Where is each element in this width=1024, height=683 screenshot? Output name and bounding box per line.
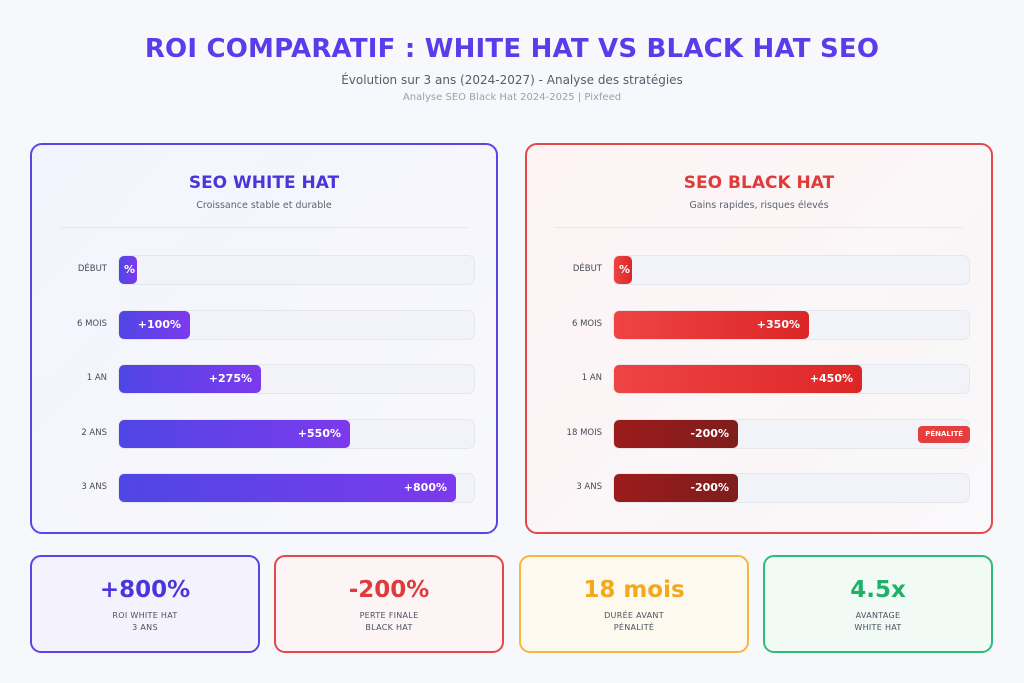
divider <box>60 227 468 228</box>
tick-label: 6 MOIS <box>76 318 107 329</box>
bar-track: -200% PÉNALITÉ <box>613 418 970 449</box>
bar: % <box>119 256 137 284</box>
white-row-1: 6 MOIS +100% <box>32 309 496 340</box>
page-subtitle: Évolution sur 3 ans (2024-2027) - Analys… <box>341 73 683 87</box>
bar: +100% <box>119 310 190 339</box>
stat-card-black-loss: -200% PERTE FINALE BLACK HAT <box>274 555 504 653</box>
stat-value: 18 mois <box>583 577 685 603</box>
black-row-3: 18 MOIS -200% PÉNALITÉ <box>527 418 991 449</box>
bar-track: +800% <box>118 473 475 503</box>
black-row-2: 1 AN +450% <box>527 364 991 394</box>
bar: +350% <box>614 310 809 339</box>
stat-value: -200% <box>348 577 430 603</box>
bar-track: +350% <box>613 309 970 340</box>
black-hat-title: SEO BLACK HAT <box>683 173 835 193</box>
stat-label: ROI WHITE HAT 3 ANS <box>112 611 178 632</box>
stat-label: AVANTAGE WHITE HAT <box>854 611 902 632</box>
black-row-1: 6 MOIS +350% <box>527 309 991 340</box>
stat-card-penalty-delay: 18 mois DURÉE AVANT PÉNALITÉ <box>519 555 749 653</box>
stat-value: 4.5x <box>850 577 906 603</box>
white-hat-subtitle: Croissance stable et durable <box>196 200 332 211</box>
tick-label: 6 MOIS <box>571 318 602 329</box>
tick-label: 3 ANS <box>81 482 107 492</box>
tick-label: 1 AN <box>581 373 602 383</box>
white-row-3: 2 ANS +550% <box>32 418 496 449</box>
black-hat-subtitle: Gains rapides, risques élevés <box>689 200 829 211</box>
black-row-0: DÉBUT% <box>527 255 991 285</box>
tick-label: 2 ANS <box>81 427 107 438</box>
bar: % <box>614 256 632 284</box>
bar-track: +450% <box>613 364 970 394</box>
tick-label: 1 AN <box>86 373 107 383</box>
white-row-4: 3 ANS +800% <box>32 473 496 503</box>
divider <box>555 227 963 228</box>
bar-track: +550% <box>118 418 475 449</box>
bar-track: +275% <box>118 364 475 394</box>
page-header: ROI COMPARATIF : WHITE HAT VS BLACK HAT … <box>0 34 1024 103</box>
tick-label: DÉBUT <box>572 264 602 274</box>
white-row-0: DÉBUT% <box>32 255 496 285</box>
white-hat-title: SEO WHITE HAT <box>188 173 340 193</box>
bar: +550% <box>119 419 350 448</box>
bar: -200% <box>614 474 738 502</box>
bar-track: -200% <box>613 473 970 503</box>
black-row-4: 3 ANS -200% <box>527 473 991 503</box>
bar: -200% <box>614 419 738 448</box>
black-hat-panel: SEO BLACK HAT Gains rapides, risques éle… <box>525 143 993 534</box>
bar-track: % <box>613 255 970 285</box>
stat-label: PERTE FINALE BLACK HAT <box>359 611 419 632</box>
bar: +275% <box>119 365 261 393</box>
white-row-2: 1 AN +275% <box>32 364 496 394</box>
tick-label: 3 ANS <box>576 482 602 492</box>
stat-label: DURÉE AVANT PÉNALITÉ <box>604 611 664 632</box>
bar-track: +100% <box>118 309 475 340</box>
stat-card-advantage: 4.5x AVANTAGE WHITE HAT <box>763 555 993 653</box>
stat-card-white-roi: +800% ROI WHITE HAT 3 ANS <box>30 555 260 653</box>
tick-label: DÉBUT <box>77 264 107 274</box>
source-note: Analyse SEO Black Hat 2024-2025 | Pixfee… <box>402 92 622 103</box>
white-hat-panel: SEO WHITE HAT Croissance stable et durab… <box>30 143 498 534</box>
bar-track: % <box>118 255 475 285</box>
bar: +450% <box>614 365 862 393</box>
page-title: ROI COMPARATIF : WHITE HAT VS BLACK HAT … <box>144 34 880 64</box>
penalty-badge: PÉNALITÉ <box>918 425 970 443</box>
stat-value: +800% <box>99 577 191 603</box>
tick-label: 18 MOIS <box>566 427 602 438</box>
bar: +800% <box>119 474 456 502</box>
